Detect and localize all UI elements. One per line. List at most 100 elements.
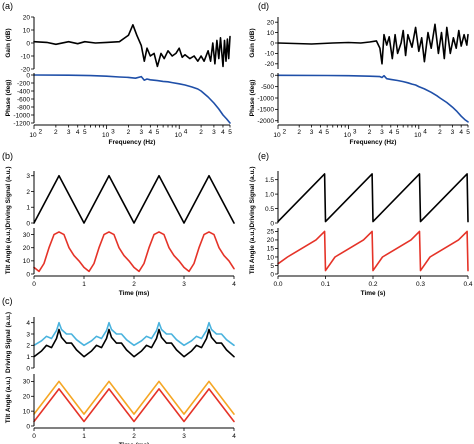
y-tick-label: 0: [26, 220, 30, 227]
x-minor-tick-label: 5: [466, 129, 470, 136]
y-tick-label: 20: [23, 14, 31, 21]
y-tick-label: 30: [23, 379, 31, 386]
y-tick-label: 0.5: [265, 206, 274, 213]
x-minor-tick-label: 4: [221, 129, 225, 136]
y-axis-title: Phase (deg): [5, 80, 12, 117]
x-tick-label: 10: [414, 132, 422, 139]
y-tick-label: 4: [26, 320, 30, 327]
y-tick-label: 2: [26, 189, 30, 196]
y-tick-label: 1.0: [265, 191, 274, 198]
x-tick-label: 0: [32, 281, 36, 288]
subplot-1: 0 0.5 1.0 1.5 Driving Signal (a.u.): [249, 166, 469, 228]
x-tick-label: 0.3: [416, 281, 425, 288]
x-tick-label: 10: [273, 132, 281, 139]
y-tick-label: 3: [26, 173, 30, 180]
x-minor-tick-label: 3: [310, 129, 314, 136]
series-line-2: [33, 328, 235, 358]
y-tick-label: 2: [26, 343, 30, 350]
y-tick-label: -800: [17, 104, 30, 111]
x-tick-exponent: 3: [111, 129, 115, 136]
y-tick-label: 20: [267, 237, 275, 244]
y-tick-label: 1.5: [265, 177, 274, 184]
x-minor-tick-label: 2: [127, 129, 131, 136]
x-minor-tick-label: 5: [156, 129, 160, 136]
x-tick-label: 0.2: [368, 281, 377, 288]
x-tick-label: 0.0: [273, 281, 282, 288]
series-line-1: [277, 230, 469, 272]
series-line-1: [277, 74, 469, 123]
y-tick-label: 0: [26, 40, 30, 47]
x-tick-label: 10: [29, 132, 37, 139]
x-axis-title: Frequency (Hz): [350, 139, 397, 146]
y-tick-label: 0: [270, 271, 274, 278]
y-tick-label: -10: [21, 53, 31, 60]
panel-label: (b): [2, 151, 13, 161]
y-axis-title: Driving Signal (a.u.): [5, 312, 12, 373]
x-minor-tick-label: 3: [380, 129, 384, 136]
x-tick-exponent: 2: [39, 129, 43, 136]
x-minor-tick-label: 5: [325, 129, 329, 136]
panel-label: (c): [2, 296, 13, 306]
x-tick-label: 1: [82, 281, 86, 288]
subplot-1: -20 -10 0 10 20 Gain (dB): [249, 17, 469, 69]
y-tick-label: 3: [26, 331, 30, 338]
y-tick-label: 0: [26, 365, 30, 372]
x-tick-label: 0: [32, 433, 36, 440]
x-tick-exponent: 2: [283, 129, 287, 136]
series-line-1: [33, 74, 231, 124]
subplot-2: 0 10 20 30 Tilt Angle (a.u.) 0 1 2 3 4 Time (ms): [5, 228, 236, 297]
y-tick-label: -2000: [257, 118, 274, 125]
y-tick-label: 0: [270, 73, 274, 80]
panel-label: (e): [258, 151, 269, 161]
y-tick-label: 20: [23, 245, 31, 252]
series-line-1: [33, 24, 231, 68]
series-line-1: [33, 321, 235, 347]
x-axis-title: Time (s): [361, 290, 386, 297]
y-tick-label: -20: [21, 66, 31, 73]
y-tick-label: -400: [17, 88, 30, 95]
series-line-1: [33, 174, 235, 224]
y-tick-label: -200: [17, 80, 30, 87]
y-tick-label: 10: [23, 258, 31, 265]
x-minor-tick-label: 2: [368, 129, 372, 136]
y-tick-label: -1000: [257, 95, 274, 102]
y-tick-label: 10: [23, 27, 31, 34]
x-tick-label: 4: [232, 433, 236, 440]
series-line-2: [33, 388, 235, 423]
y-tick-label: -500: [261, 84, 274, 91]
x-axis-title: Time (ms): [119, 442, 150, 444]
y-axis-title: Gain (dB): [249, 28, 256, 57]
x-minor-tick-label: 4: [76, 129, 80, 136]
x-tick-label: 10: [344, 132, 352, 139]
x-minor-tick-label: 4: [389, 129, 393, 136]
x-tick-label: 2: [132, 281, 136, 288]
panel-label: (d): [258, 1, 269, 11]
y-axis-title: Phase (deg): [249, 80, 256, 117]
x-tick-label: 4: [232, 281, 236, 288]
y-tick-label: -1200: [13, 120, 30, 127]
y-tick-label: 1: [26, 205, 30, 212]
subplot-2: -1200-1000-800-600-400-2000 Phase (deg) 2 3…: [5, 72, 232, 146]
y-axis-title: Tilt Angle (a.u.): [249, 228, 256, 275]
y-axis-title: Driving Signal (a.u.): [249, 166, 256, 227]
x-minor-tick-label: 3: [451, 129, 455, 136]
x-minor-tick-label: 5: [83, 129, 87, 136]
x-axis-title: Frequency (Hz): [109, 139, 156, 146]
y-tick-label: 20: [267, 20, 275, 27]
x-minor-tick-label: 3: [139, 129, 143, 136]
x-tick-exponent: 4: [423, 129, 427, 136]
series-line-1: [33, 231, 235, 273]
y-tick-label: -20: [265, 61, 275, 68]
y-tick-label: 10: [267, 254, 275, 261]
x-axis-title: Time (ms): [119, 290, 150, 297]
y-tick-label: 5: [270, 263, 274, 270]
y-axis-title: Gain (dB): [5, 28, 12, 57]
x-minor-tick-label: 4: [459, 129, 463, 136]
x-tick-label: 0.4: [463, 281, 472, 288]
